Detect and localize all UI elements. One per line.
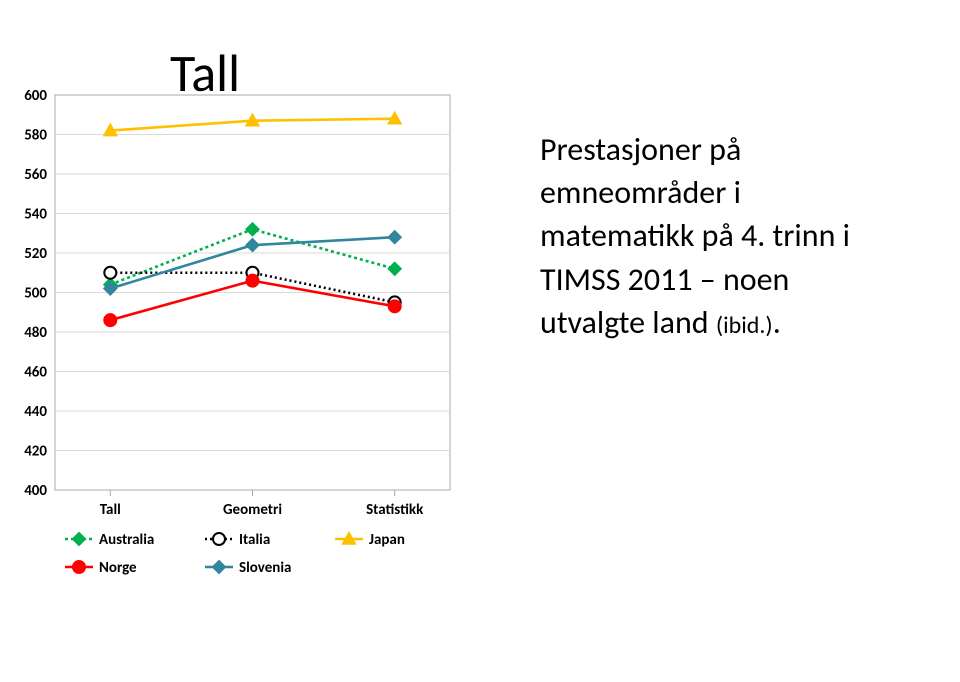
svg-text:520: 520 bbox=[24, 245, 47, 263]
svg-text:500: 500 bbox=[24, 285, 47, 303]
caption-line: TIMSS 2011 – noen bbox=[540, 260, 789, 299]
caption-line: Prestasjoner på bbox=[540, 130, 741, 169]
svg-text:Tall: Tall bbox=[100, 501, 121, 519]
caption-line: emneområder i bbox=[540, 173, 741, 212]
svg-text:Japan: Japan bbox=[369, 531, 405, 549]
svg-text:Geometri: Geometri bbox=[223, 501, 282, 519]
line-chart: 400 420 440 460 480 500 520 540 560 580 600 Tall Geo… bbox=[10, 90, 480, 660]
svg-text:Italia: Italia bbox=[239, 531, 270, 549]
caption-text: Prestasjoner på emneområder i matematikk… bbox=[540, 128, 960, 344]
caption-ibid: (ibid.) bbox=[716, 311, 773, 340]
svg-text:460: 460 bbox=[24, 364, 47, 382]
svg-text:600: 600 bbox=[24, 90, 47, 105]
svg-text:Statistikk: Statistikk bbox=[366, 501, 424, 519]
svg-text:Norge: Norge bbox=[99, 559, 137, 577]
chart-container: 400 420 440 460 480 500 520 540 560 580 600 Tall Geo… bbox=[10, 90, 480, 665]
svg-text:560: 560 bbox=[24, 166, 47, 184]
svg-text:400: 400 bbox=[24, 482, 47, 500]
svg-text:420: 420 bbox=[24, 443, 47, 461]
svg-text:480: 480 bbox=[24, 324, 47, 342]
svg-text:440: 440 bbox=[24, 403, 47, 421]
caption-line: matematikk på 4. trinn i bbox=[540, 216, 850, 255]
svg-text:Slovenia: Slovenia bbox=[239, 559, 291, 577]
caption-line: utvalgte land bbox=[540, 303, 716, 342]
svg-text:540: 540 bbox=[24, 206, 47, 224]
caption-period: . bbox=[773, 303, 781, 342]
svg-text:580: 580 bbox=[24, 127, 47, 145]
svg-text:Australia: Australia bbox=[99, 531, 154, 549]
